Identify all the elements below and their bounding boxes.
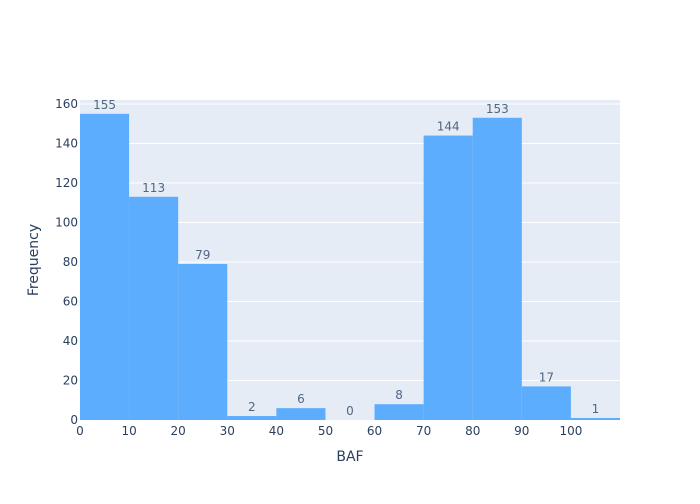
y-axis-label: Frequency [26,224,42,296]
histogram-bar [472,117,522,421]
bars [80,113,620,421]
x-tick-label: 40 [269,424,284,438]
y-tick-label: 160 [55,97,78,111]
x-axis-label: BAF [336,449,363,465]
bar-value-label: 113 [142,181,165,195]
x-tick-label: 20 [171,424,186,438]
histogram-bar [521,386,571,420]
y-axis-ticks: 0 20 40 60 80 100 120 140 160 [55,97,78,427]
bar-value-label: 2 [248,400,256,414]
histogram-bar [570,418,620,420]
histogram-bar [423,135,473,421]
y-tick-label: 140 [55,136,78,150]
bar-value-label: 8 [395,388,403,402]
x-tick-label: 0 [76,424,84,438]
y-tick-label: 100 [55,215,78,229]
y-tick-label: 40 [63,334,78,348]
bar-labels: 155 113 79 2 6 0 8 144 153 17 1 [93,98,599,418]
x-axis-ticks: 0 10 20 30 40 50 60 70 80 90 100 [76,424,582,438]
x-tick-label: 60 [367,424,382,438]
x-tick-label: 30 [220,424,235,438]
x-tick-label: 100 [559,424,582,438]
y-tick-label: 80 [63,255,78,269]
x-tick-label: 50 [318,424,333,438]
y-tick-label: 120 [55,176,78,190]
y-tick-label: 20 [63,373,78,387]
bar-value-label: 155 [93,98,116,112]
histogram-bar [374,404,424,420]
y-tick-label: 0 [70,413,78,427]
bar-value-label: 6 [297,392,305,406]
bar-value-label: 79 [195,248,210,262]
x-tick-label: 70 [416,424,431,438]
histogram-bar [178,263,228,420]
x-tick-label: 10 [121,424,136,438]
histogram-bar [227,416,277,420]
bar-value-label: 1 [592,402,600,416]
histogram-bar [129,196,179,420]
bar-value-label: 0 [346,404,354,418]
histogram-bar [276,408,326,420]
x-tick-label: 90 [514,424,529,438]
y-tick-label: 60 [63,294,78,308]
bar-value-label: 153 [486,102,509,116]
bar-value-label: 17 [539,370,554,384]
bar-value-label: 144 [437,120,460,134]
histogram-bar [80,113,130,421]
x-tick-label: 80 [465,424,480,438]
